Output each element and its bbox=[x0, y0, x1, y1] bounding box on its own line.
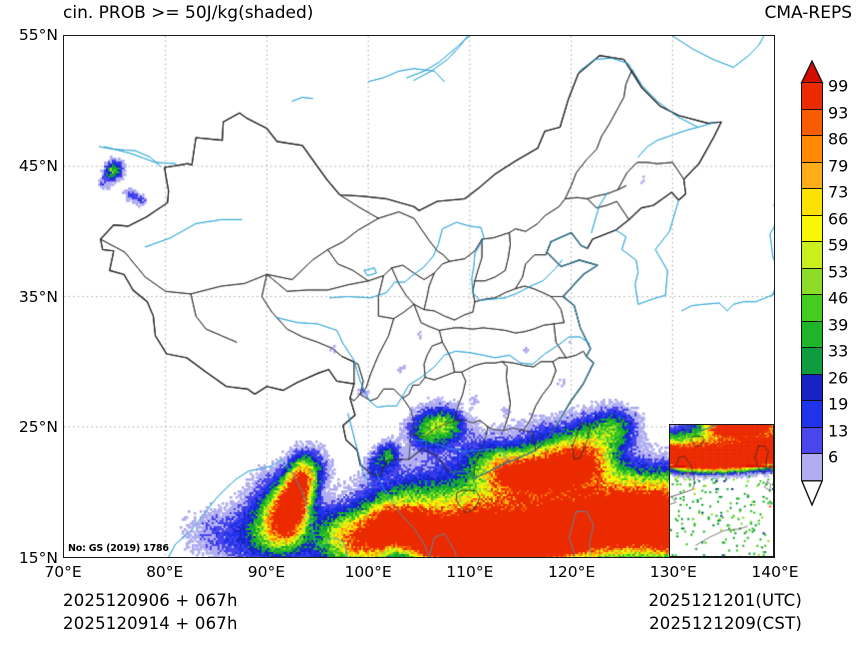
x-tick-label: 130°E bbox=[649, 563, 697, 581]
footer-init-time-utc: 2025120906 + 067h bbox=[63, 591, 238, 610]
map-canvas bbox=[64, 36, 774, 557]
colorbar-swatch bbox=[802, 348, 822, 375]
colorbar-tick-label: 33 bbox=[828, 341, 849, 361]
colorbar-tick-label: 86 bbox=[828, 129, 849, 149]
colorbar-tick-label: 59 bbox=[828, 235, 849, 255]
colorbar-tick-label: 13 bbox=[828, 421, 849, 440]
y-axis-tick-labels: 55°N 45°N 35°N 25°N 15°N bbox=[0, 26, 58, 567]
colorbar-tick-label: 6 bbox=[828, 447, 839, 467]
colorbar-swatch bbox=[802, 295, 822, 322]
map-plot-area[interactable]: No: GS (2019) 1786 bbox=[63, 35, 775, 558]
colorbar-tick-label: 79 bbox=[828, 156, 849, 175]
colorbar-swatch bbox=[802, 162, 822, 189]
inset-map-south-china-sea[interactable] bbox=[669, 424, 774, 557]
x-axis-tick-labels: 70°E 80°E 90°E 100°E 110°E 120°E 130°E 140°E bbox=[44, 563, 798, 587]
footer-valid-time-utc: 2025121201(UTC) bbox=[648, 591, 802, 610]
footer-valid-time-cst: 2025121209(CST) bbox=[649, 614, 802, 633]
colorbar-tick-label: 99 bbox=[828, 76, 849, 96]
colorbar-tick-label: 19 bbox=[828, 394, 849, 414]
x-tick-label: 90°E bbox=[247, 563, 286, 581]
colorbar-swatch bbox=[802, 268, 822, 295]
footer-init-time-cst: 2025120914 + 067h bbox=[63, 614, 238, 633]
colorbar-tick-label: 53 bbox=[828, 262, 849, 281]
colorbar-swatch bbox=[802, 401, 822, 428]
map-credit-text: No: GS (2019) 1786 bbox=[68, 543, 169, 554]
y-tick-label: 15°N bbox=[18, 549, 58, 567]
colorbar-swatch bbox=[802, 321, 822, 348]
colorbar-swatch bbox=[802, 109, 822, 136]
colorbar-tick-label: 93 bbox=[828, 103, 849, 122]
colorbar-tick-label: 73 bbox=[828, 182, 849, 202]
y-tick-label: 45°N bbox=[18, 156, 58, 175]
model-label: CMA-REPS bbox=[764, 3, 852, 23]
x-tick-label: 110°E bbox=[446, 563, 494, 581]
colorbar-tick-label: 39 bbox=[828, 315, 849, 334]
colorbar-swatch bbox=[802, 242, 822, 269]
colorbar-tick-label: 26 bbox=[828, 368, 849, 387]
colorbar-under-arrow bbox=[800, 479, 824, 507]
x-tick-label: 80°E bbox=[146, 563, 184, 581]
y-tick-label: 55°N bbox=[18, 26, 58, 44]
colorbar-swatch bbox=[802, 83, 822, 110]
colorbar-swatch bbox=[802, 427, 822, 454]
page-title: cin. PROB >= 50J/kg(shaded) bbox=[63, 3, 314, 23]
colorbar-swatch bbox=[802, 136, 822, 163]
colorbar-swatch bbox=[802, 454, 822, 481]
colorbar-swatch bbox=[802, 374, 822, 401]
colorbar-tick-label: 66 bbox=[828, 209, 849, 228]
colorbar-swatch bbox=[802, 215, 822, 242]
colorbar-swatch bbox=[802, 189, 822, 216]
colorbar[interactable]: 99 93 86 79 73 66 59 53 46 39 33 26 19 13 6 bbox=[800, 60, 848, 540]
y-tick-label: 35°N bbox=[18, 287, 58, 306]
colorbar-over-arrow bbox=[800, 60, 824, 84]
x-tick-label: 70°E bbox=[44, 563, 82, 581]
x-tick-label: 140°E bbox=[751, 563, 799, 581]
y-tick-label: 25°N bbox=[18, 418, 58, 437]
x-tick-label: 100°E bbox=[344, 563, 392, 581]
inset-map-canvas bbox=[670, 425, 773, 556]
colorbar-tick-label: 46 bbox=[828, 288, 849, 308]
x-tick-label: 120°E bbox=[547, 563, 596, 581]
colorbar-gradient bbox=[801, 82, 823, 481]
